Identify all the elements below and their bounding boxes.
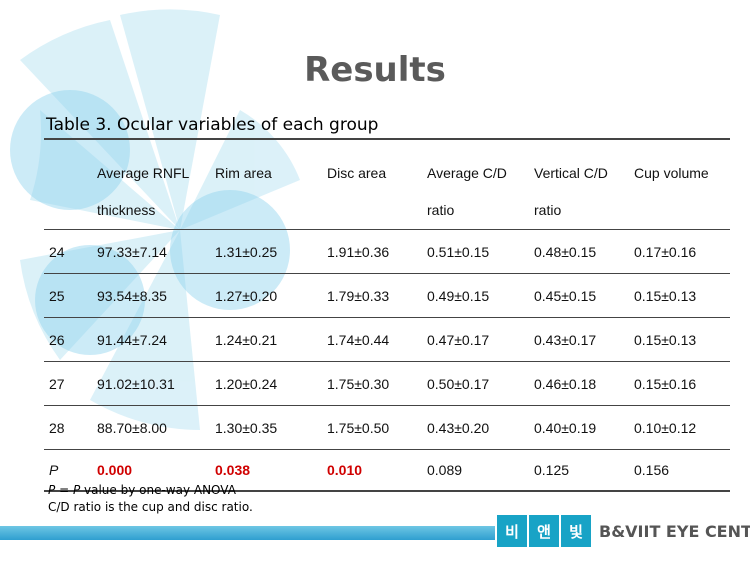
note-p-symbol: P (48, 483, 56, 497)
table-row: 28 88.70±8.00 1.30±0.35 1.75±0.50 0.43±0… (44, 405, 730, 450)
table-cell: 0.50±0.17 (422, 361, 529, 406)
note-separator: = (55, 483, 73, 497)
p-value-label: P (44, 449, 92, 492)
bviit-logo: 비 앤 빛 B&VIIT EYE CENTER (497, 513, 750, 549)
table-header-row: Average RNFL thickness Rim area Disc area… (44, 138, 730, 230)
table-cell: 1.20±0.24 (210, 361, 322, 406)
eye-center-name: B&VIIT EYE CENTER (599, 521, 750, 541)
header-average-rnfl-thickness: Average RNFL thickness (92, 138, 210, 230)
table-cell: 1.75±0.30 (322, 361, 422, 406)
table-cell: 24 (44, 229, 92, 274)
table-caption: Table 3. Ocular variables of each group (46, 115, 379, 135)
table-cell: 1.24±0.21 (210, 317, 322, 362)
table-cell: 0.17±0.16 (629, 229, 730, 274)
table-cell: 26 (44, 317, 92, 362)
note-p-symbol: P (72, 483, 81, 497)
logo-char: 비 (497, 515, 527, 547)
table-cell: 1.27±0.20 (210, 273, 322, 318)
header-rim-area: Rim area (210, 138, 322, 230)
table-cell: 93.54±8.35 (92, 273, 210, 318)
table-cell: 1.91±0.36 (322, 229, 422, 274)
table-cell: 1.74±0.44 (322, 317, 422, 362)
p-value-significant: 0.010 (322, 449, 422, 492)
table-cell: 0.15±0.16 (629, 361, 730, 406)
header-average-cd-ratio: Average C/D ratio (422, 138, 529, 230)
header-group (44, 138, 92, 230)
table-cell: 0.43±0.17 (529, 317, 629, 362)
table-cell: 0.48±0.15 (529, 229, 629, 274)
slide-title: Results (304, 50, 446, 90)
table-cell: 91.44±7.24 (92, 317, 210, 362)
table-cell: 1.31±0.25 (210, 229, 322, 274)
logo-char: 빛 (561, 515, 591, 547)
table-cell: 27 (44, 361, 92, 406)
table-cell: 0.15±0.13 (629, 273, 730, 318)
table-cell: 0.40±0.19 (529, 405, 629, 450)
table-cell: 0.10±0.12 (629, 405, 730, 450)
table-cell: 88.70±8.00 (92, 405, 210, 450)
table-cell: 28 (44, 405, 92, 450)
table-row: 25 93.54±8.35 1.27±0.20 1.79±0.33 0.49±0… (44, 273, 730, 318)
table-cell: 0.51±0.15 (422, 229, 529, 274)
table-cell: 1.75±0.50 (322, 405, 422, 450)
table-cell: 0.15±0.13 (629, 317, 730, 362)
table-cell: 0.45±0.15 (529, 273, 629, 318)
table-notes: P = P value by one-way ANOVA C/D ratio i… (48, 482, 253, 516)
table-cell: 1.30±0.35 (210, 405, 322, 450)
logo-char: 앤 (529, 515, 559, 547)
header-vertical-cd-ratio: Vertical C/D ratio (529, 138, 629, 230)
table-cell: 1.79±0.33 (322, 273, 422, 318)
ocular-variables-table: Average RNFL thickness Rim area Disc area… (44, 138, 730, 492)
footer-accent-bar (0, 526, 495, 540)
note-anova-text: value by one-way ANOVA (80, 483, 236, 497)
table-cell: 0.43±0.20 (422, 405, 529, 450)
p-value-significant: 0.038 (210, 449, 322, 492)
p-value-significant: 0.000 (92, 449, 210, 492)
header-disc-area: Disc area (322, 138, 422, 230)
table-cell: 0.46±0.18 (529, 361, 629, 406)
table-row: 24 97.33±7.14 1.31±0.25 1.91±0.36 0.51±0… (44, 229, 730, 274)
header-cup-volume: Cup volume (629, 138, 730, 230)
table-row: 26 91.44±7.24 1.24±0.21 1.74±0.44 0.47±0… (44, 317, 730, 362)
table-cell: 0.47±0.17 (422, 317, 529, 362)
p-value: 0.125 (529, 449, 629, 492)
p-value: 0.089 (422, 449, 529, 492)
p-value-row: P 0.000 0.038 0.010 0.089 0.125 0.156 (44, 449, 730, 492)
table-cell: 97.33±7.14 (92, 229, 210, 274)
table-cell: 0.49±0.15 (422, 273, 529, 318)
table-cell: 91.02±10.31 (92, 361, 210, 406)
table-cell: 25 (44, 273, 92, 318)
note-anova: P = P value by one-way ANOVA (48, 482, 253, 499)
note-cd-ratio: C/D ratio is the cup and disc ratio. (48, 500, 253, 514)
p-value: 0.156 (629, 449, 730, 492)
table-row: 27 91.02±10.31 1.20±0.24 1.75±0.30 0.50±… (44, 361, 730, 406)
